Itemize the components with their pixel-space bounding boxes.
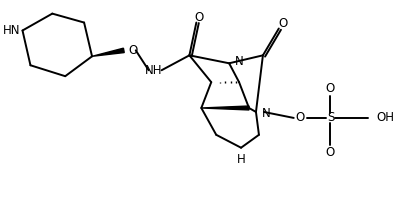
Text: N: N (261, 107, 270, 120)
Text: O: O (194, 11, 203, 24)
Text: HN: HN (3, 24, 20, 37)
Text: NH: NH (144, 64, 162, 77)
Text: O: O (128, 44, 138, 57)
Text: O: O (294, 112, 304, 124)
Text: H: H (236, 153, 245, 166)
Text: S: S (326, 112, 333, 124)
Text: N: N (235, 55, 243, 68)
Text: O: O (325, 146, 334, 159)
Polygon shape (92, 48, 124, 56)
Text: OH: OH (375, 112, 393, 124)
Text: O: O (325, 82, 334, 95)
Polygon shape (201, 106, 248, 110)
Text: O: O (277, 17, 287, 30)
